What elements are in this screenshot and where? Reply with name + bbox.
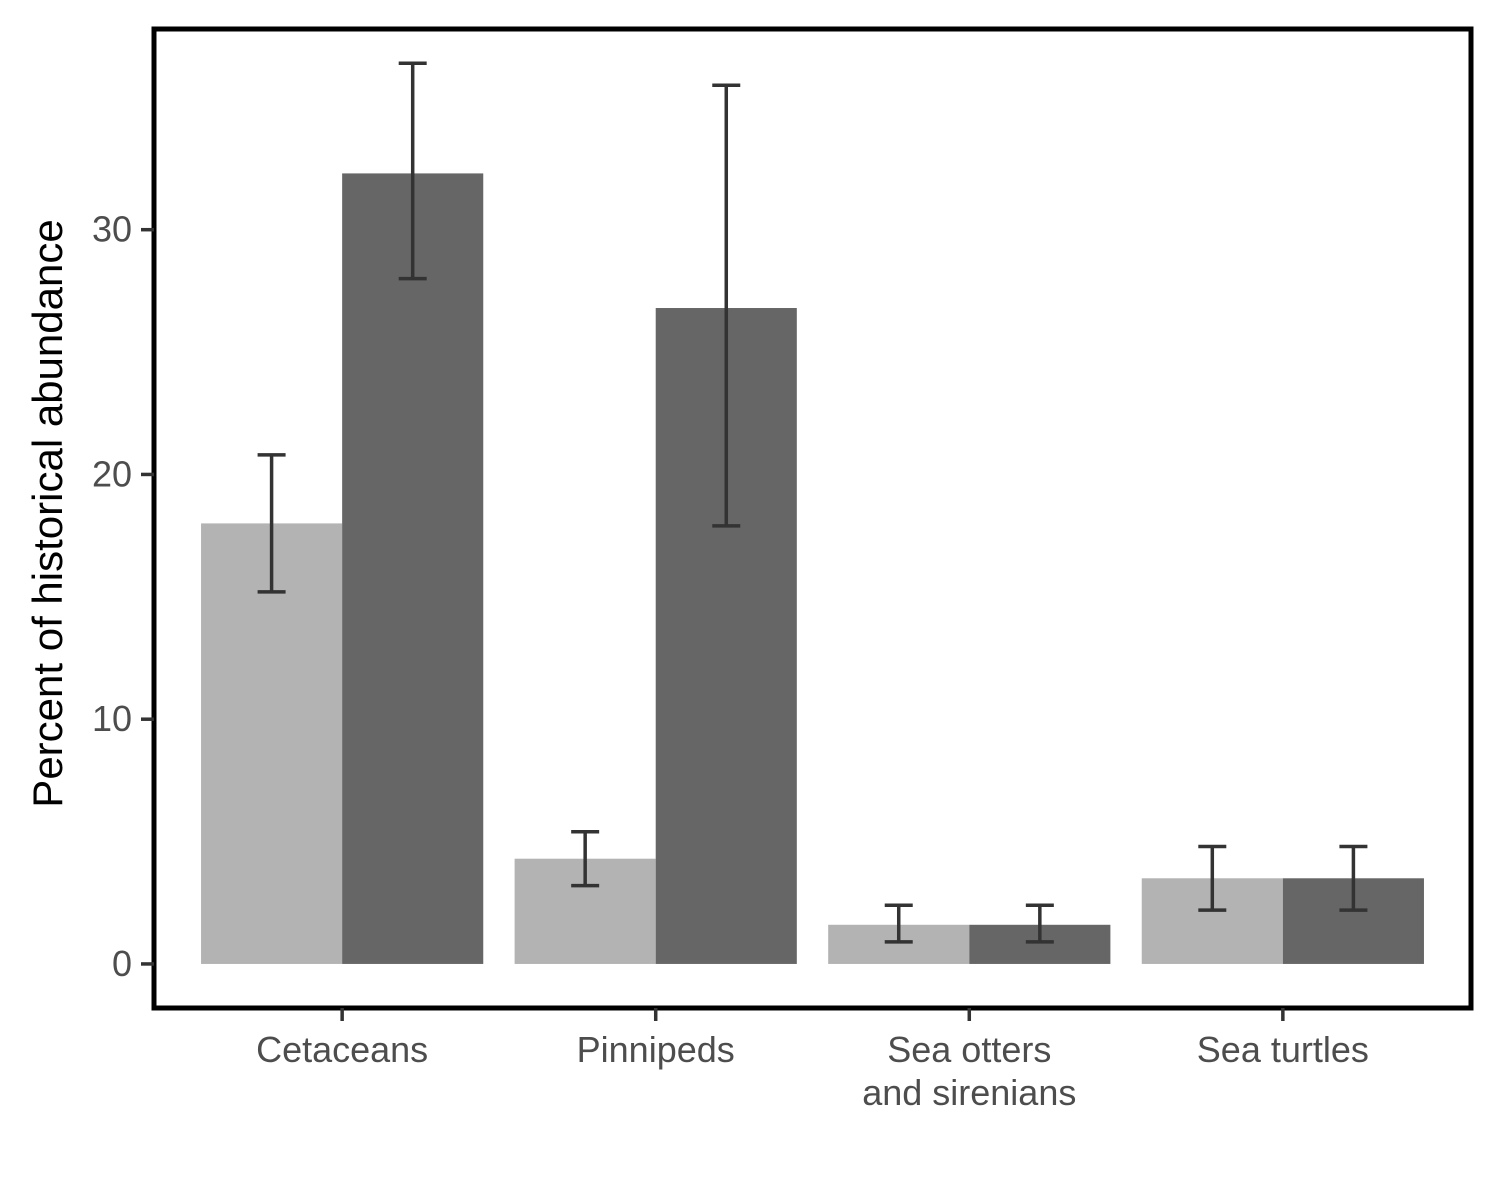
x-tick-label-line: Sea turtles	[1197, 1029, 1369, 1070]
x-tick-label-4: Sea turtles	[1197, 1029, 1369, 1070]
y-tick-label-30: 30	[92, 209, 132, 250]
y-tick-label-10: 10	[92, 698, 132, 739]
y-axis-title: Percent of historical abundance	[24, 219, 71, 807]
y-tick-label-20: 20	[92, 453, 132, 494]
bar-series1-cat1	[201, 523, 343, 964]
x-tick-label-3: Sea otters and sirenians	[862, 1029, 1076, 1113]
x-tick-label-line: Cetaceans	[256, 1029, 428, 1070]
x-tick-label-1: Cetaceans	[256, 1029, 428, 1070]
plot-frame	[151, 26, 1474, 1011]
x-tick-label-line: Sea otters	[887, 1029, 1051, 1070]
x-tick-label-line: and sirenians	[862, 1072, 1076, 1113]
x-tick-label-line: Pinnipeds	[577, 1029, 735, 1070]
y-tick-label-0: 0	[112, 943, 132, 984]
x-tick-label-2: Pinnipeds	[577, 1029, 735, 1070]
bar-series2-cat1	[342, 173, 484, 964]
